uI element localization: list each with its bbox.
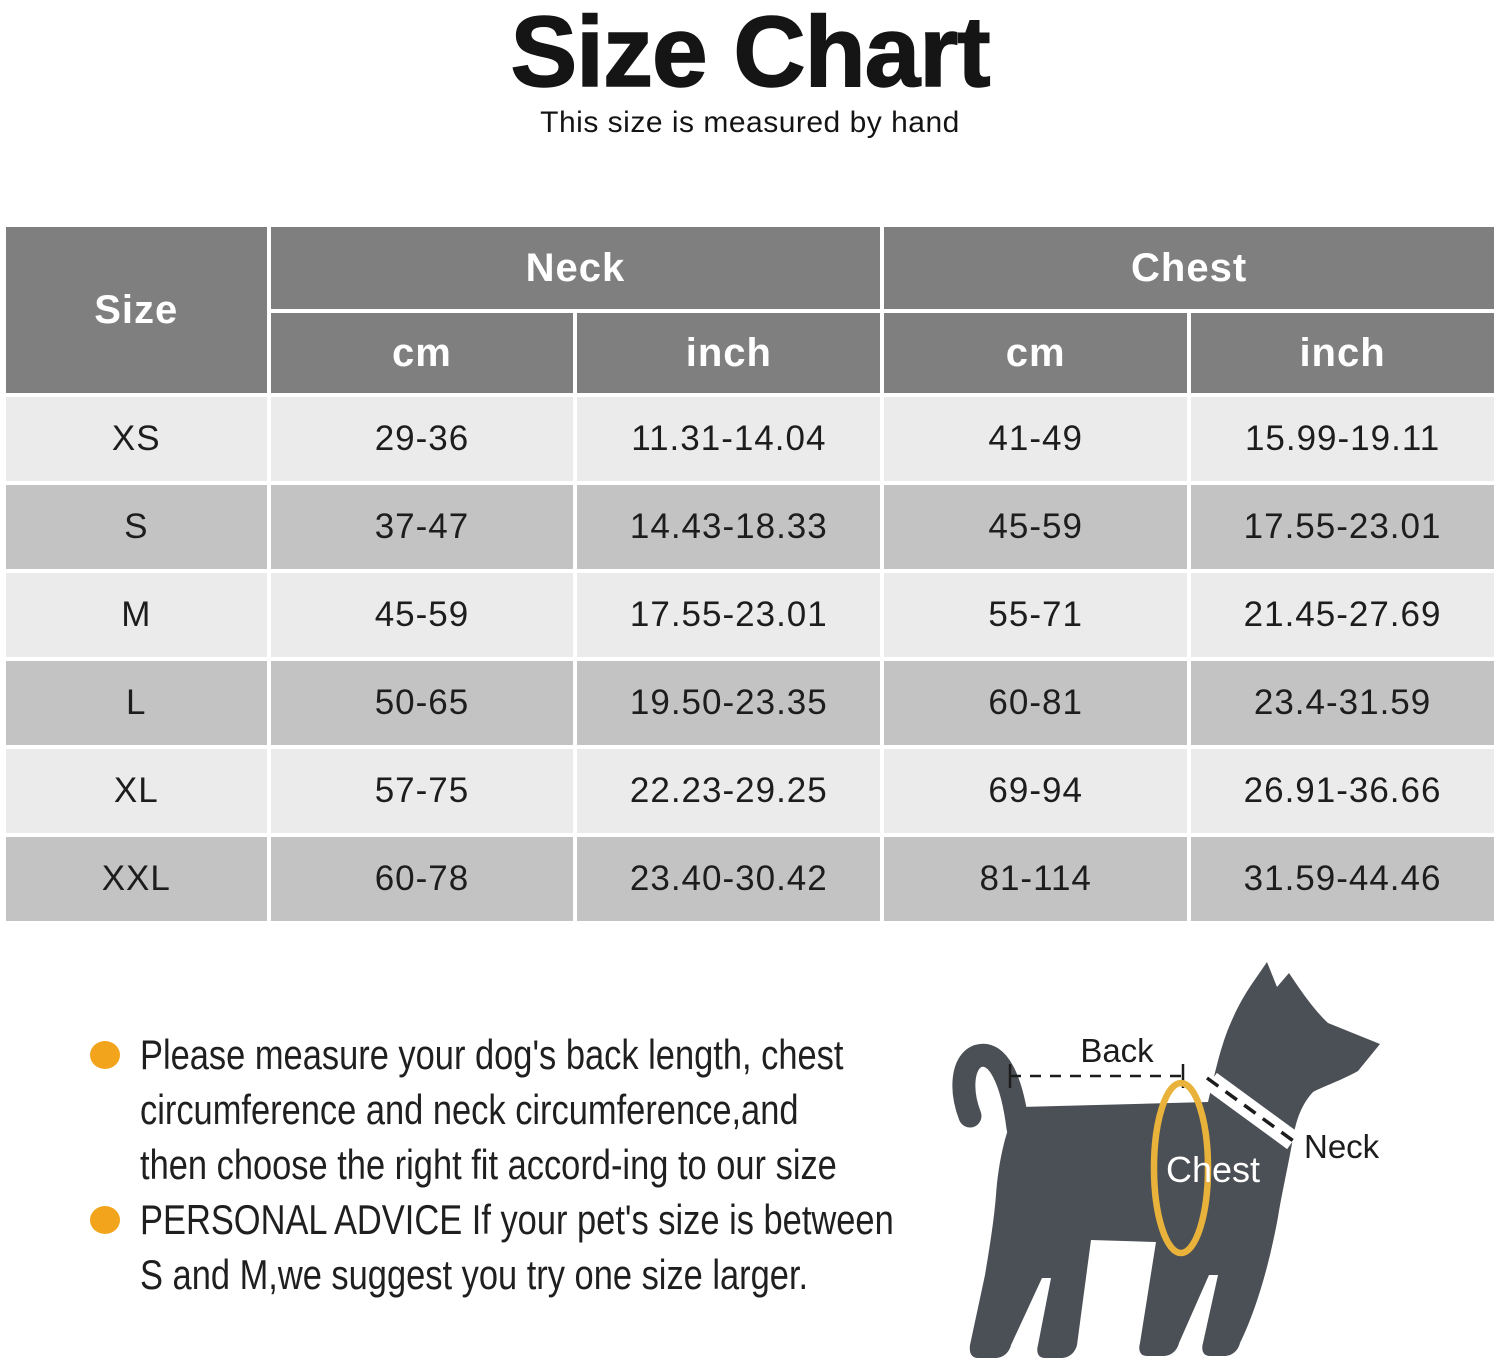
chest-inch-cell: 23.4-31.59 [1191, 661, 1494, 745]
chest-inch-cell: 26.91-36.66 [1191, 749, 1494, 833]
table-row-l: L 50-65 19.50-23.35 60-81 23.4-31.59 [6, 661, 1494, 745]
advice-line: then choose the right fit accord-ing to … [140, 1141, 837, 1188]
neck-measure-dashed-line [1205, 1076, 1301, 1147]
neck-cm-cell: 45-59 [270, 573, 574, 657]
back-label: Back [1080, 1032, 1154, 1069]
header-chest-cm: cm [884, 313, 1188, 393]
neck-inch-cell: 11.31-14.04 [577, 397, 881, 481]
neck-cm-cell: 29-36 [270, 397, 574, 481]
size-cell: XL [6, 749, 267, 833]
page-title: Size Chart [510, 0, 992, 109]
chest-cm-cell: 60-81 [884, 661, 1188, 745]
table-row-xl: XL 57-75 22.23-29.25 69-94 26.91-36.66 [6, 749, 1494, 833]
neck-label: Neck [1304, 1128, 1380, 1165]
chest-inch-cell: 21.45-27.69 [1191, 573, 1494, 657]
chest-cm-cell: 45-59 [884, 485, 1188, 569]
table-row-xxl: XXL 60-78 23.40-30.42 81-114 31.59-44.46 [6, 837, 1494, 921]
advice-item-personal: PERSONAL ADVICE If your pet's size is be… [90, 1192, 1070, 1302]
neck-inch-cell: 14.43-18.33 [577, 485, 881, 569]
neck-cm-cell: 50-65 [270, 661, 574, 745]
chest-inch-cell: 17.55-23.01 [1191, 485, 1494, 569]
dog-measurement-diagram: Back Neck Chest [880, 930, 1500, 1362]
table-row-m: M 45-59 17.55-23.01 55-71 21.45-27.69 [6, 573, 1494, 657]
size-cell: XS [6, 397, 267, 481]
chest-measure-ring [1150, 1079, 1212, 1257]
chest-cm-cell: 69-94 [884, 749, 1188, 833]
bullet-dot-icon [90, 1041, 120, 1069]
dog-tail [952, 1043, 1030, 1140]
size-table: Size Neck Chest cm inch cm inch XS 29-36… [2, 223, 1498, 925]
neck-inch-cell: 23.40-30.42 [577, 837, 881, 921]
size-cell: XXL [6, 837, 267, 921]
advice-item-measure: Please measure your dog's back length, c… [90, 1027, 1070, 1192]
neck-cm-cell: 60-78 [270, 837, 574, 921]
dog-silhouette [969, 962, 1380, 1358]
chest-inch-cell: 15.99-19.11 [1191, 397, 1494, 481]
page-subtitle: This size is measured by hand [540, 106, 960, 139]
chest-cm-cell: 81-114 [884, 837, 1188, 921]
header-neck-inch: inch [577, 313, 881, 393]
table-row-xs: XS 29-36 11.31-14.04 41-49 15.99-19.11 [6, 397, 1494, 481]
advice-line: Please measure your dog's back length, c… [140, 1031, 844, 1078]
size-table-container: Size Neck Chest cm inch cm inch XS 29-36… [2, 223, 1498, 925]
neck-inch-cell: 19.50-23.35 [577, 661, 881, 745]
advice-line: S and M,we suggest you try one size larg… [140, 1251, 809, 1298]
header-neck-group: Neck [270, 227, 881, 309]
advice-line: circumference and neck circumference,and [140, 1086, 799, 1133]
advice-line: PERSONAL ADVICE If your pet's size is be… [140, 1196, 894, 1243]
chest-cm-cell: 55-71 [884, 573, 1188, 657]
advice-section: Please measure your dog's back length, c… [90, 1027, 1070, 1302]
neck-inch-cell: 17.55-23.01 [577, 573, 881, 657]
header-size: Size [6, 227, 267, 393]
header-neck-cm: cm [270, 313, 574, 393]
chest-cm-cell: 41-49 [884, 397, 1188, 481]
neck-cm-cell: 57-75 [270, 749, 574, 833]
chest-label: Chest [1166, 1149, 1260, 1190]
neck-cm-cell: 37-47 [270, 485, 574, 569]
neck-inch-cell: 22.23-29.25 [577, 749, 881, 833]
size-cell: S [6, 485, 267, 569]
table-row-s: S 37-47 14.43-18.33 45-59 17.55-23.01 [6, 485, 1494, 569]
bullet-dot-icon [90, 1206, 120, 1234]
size-cell: L [6, 661, 267, 745]
header-chest-inch: inch [1191, 313, 1494, 393]
size-cell: M [6, 573, 267, 657]
header-chest-group: Chest [884, 227, 1494, 309]
chest-inch-cell: 31.59-44.46 [1191, 837, 1494, 921]
